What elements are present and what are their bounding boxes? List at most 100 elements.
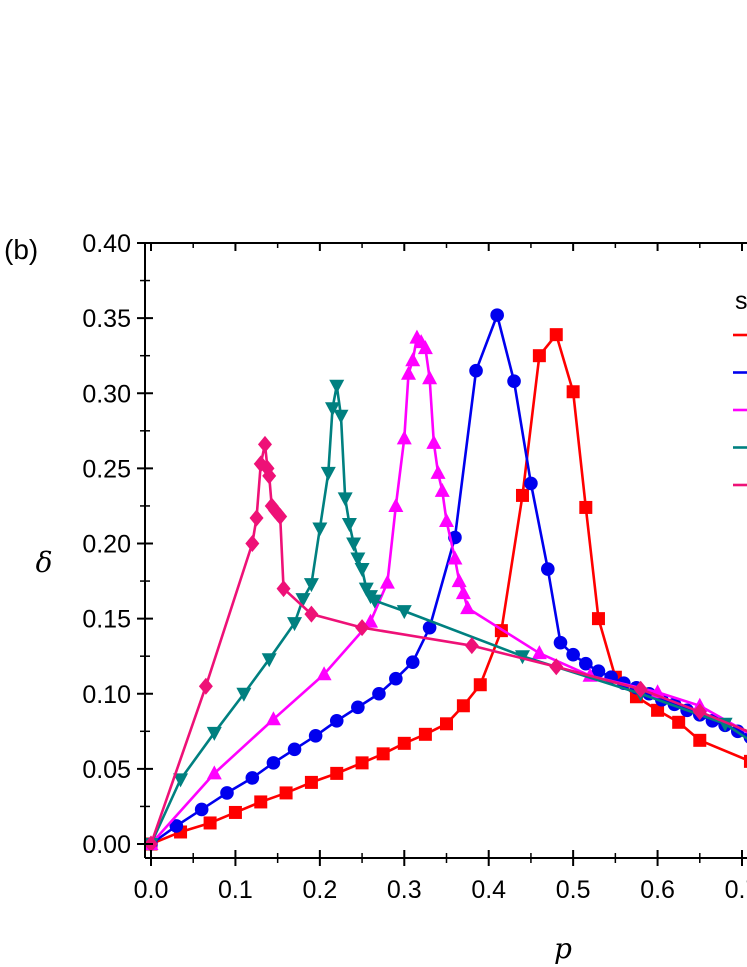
series-0 — [145, 328, 747, 851]
x-tick-label: 0.7 — [725, 876, 747, 904]
x-tick-label: 0.2 — [302, 876, 337, 904]
data-point — [303, 578, 319, 593]
legend-title: s — [735, 287, 747, 315]
data-point — [198, 677, 213, 695]
data-point — [265, 711, 281, 726]
data-point — [434, 482, 450, 497]
data-point — [549, 328, 563, 342]
y-tick-label: 0.15 — [82, 606, 131, 634]
data-point — [350, 552, 366, 567]
data-point — [396, 430, 412, 445]
data-point — [388, 497, 404, 512]
data-point — [693, 733, 707, 747]
data-point — [363, 613, 379, 628]
data-point — [351, 700, 365, 715]
data-point — [169, 819, 184, 833]
data-point — [541, 562, 555, 576]
data-point — [397, 736, 411, 750]
data-point — [396, 605, 412, 620]
data-point — [379, 574, 395, 589]
data-point — [672, 715, 686, 729]
data-point — [376, 747, 390, 761]
series-3 — [145, 379, 747, 852]
data-point — [507, 374, 521, 389]
data-point — [249, 509, 264, 527]
data-point — [337, 492, 353, 507]
x-tick-label: 0.5 — [556, 876, 591, 904]
data-point — [346, 537, 362, 552]
data-point — [531, 645, 547, 660]
data-point — [194, 802, 209, 817]
data-point — [254, 795, 268, 809]
data-point — [490, 308, 504, 322]
data-point — [451, 573, 467, 588]
data-point — [276, 580, 291, 598]
data-point — [329, 379, 345, 394]
data-point — [439, 512, 454, 527]
data-point — [266, 756, 281, 770]
data-point — [651, 703, 665, 717]
data-point — [401, 365, 417, 380]
legend: s — [733, 287, 747, 487]
data-point — [372, 686, 386, 701]
data-point — [320, 466, 336, 481]
data-point — [473, 678, 487, 692]
data-point — [287, 742, 302, 757]
data-point — [228, 805, 242, 819]
data-point — [316, 666, 332, 681]
data-point — [245, 535, 260, 552]
data-point — [329, 713, 344, 728]
data-point — [633, 680, 648, 698]
data-point — [354, 563, 370, 578]
data-point — [743, 754, 747, 768]
data-point — [358, 582, 374, 597]
data-point — [524, 476, 538, 491]
y-tick-label: 0.05 — [82, 756, 131, 784]
data-point — [566, 385, 580, 399]
y-tick-label: 0.25 — [82, 455, 131, 483]
data-point — [295, 593, 311, 608]
data-point — [591, 664, 606, 679]
data-point — [312, 522, 328, 537]
data-point — [515, 488, 529, 502]
plot-area — [145, 308, 747, 853]
data-point — [405, 655, 420, 669]
data-point — [405, 352, 421, 367]
data-point — [455, 585, 471, 600]
data-point — [304, 605, 319, 623]
data-point — [422, 620, 437, 635]
data-point — [203, 816, 217, 830]
data-point — [456, 699, 470, 713]
y-tick-label: 0.30 — [82, 380, 131, 408]
data-point — [245, 771, 260, 785]
x-axis-title: p — [554, 932, 572, 965]
data-point — [447, 550, 463, 565]
y-tick-label: 0.10 — [82, 681, 131, 709]
data-point — [389, 671, 403, 686]
data-point — [422, 370, 438, 385]
data-point — [469, 363, 483, 378]
data-point — [341, 517, 357, 532]
series-line — [149, 384, 747, 845]
axes: 0.00 0.05 0.10 0.15 0.20 0.25 0.30 0.35 0.40 0.0 0… — [82, 230, 747, 904]
data-point — [566, 647, 580, 662]
data-point — [325, 402, 341, 417]
data-point — [367, 594, 383, 609]
data-point — [206, 726, 222, 741]
data-point — [464, 637, 479, 655]
data-point — [279, 786, 293, 800]
series-4 — [145, 435, 747, 853]
data-point — [261, 653, 277, 668]
data-point — [206, 765, 222, 780]
x-tick-label: 0.0 — [134, 876, 169, 904]
data-point — [591, 612, 605, 626]
data-point — [333, 409, 349, 424]
x-tick-label: 0.6 — [640, 876, 675, 904]
data-point — [418, 727, 432, 741]
data-point — [460, 600, 476, 615]
data-point — [579, 656, 593, 671]
data-point — [355, 756, 369, 770]
data-point — [440, 717, 453, 731]
data-point — [262, 467, 277, 485]
